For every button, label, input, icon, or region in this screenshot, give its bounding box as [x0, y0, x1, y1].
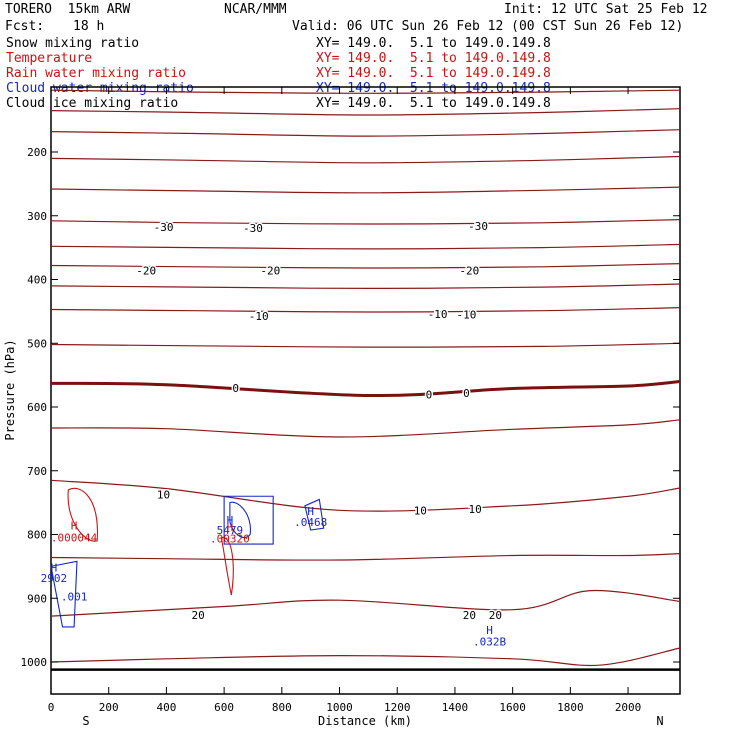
maximum-value: .001: [61, 590, 88, 603]
y-tick-label: 400: [27, 274, 47, 287]
north-label: N: [656, 714, 663, 728]
field-snow: Snow mixing ratio: [6, 36, 140, 51]
isotherm-m55: [50, 89, 681, 94]
contour-label: 20: [463, 609, 476, 622]
x-tick-label: 800: [272, 701, 292, 714]
x-tick-label: 1800: [557, 701, 584, 714]
contour-label: 20: [489, 609, 502, 622]
contour-label: -30: [243, 222, 263, 235]
contour-label: 10: [414, 504, 427, 517]
field-temperature: Temperature: [6, 51, 93, 66]
x-tick-label: 600: [214, 701, 234, 714]
contour-label: 10: [469, 503, 482, 516]
x-tick-label: 1600: [499, 701, 526, 714]
maximum-value: 2902: [41, 572, 68, 585]
isotherm-m25: [50, 243, 681, 250]
init-time: Init: 12 UTC Sat 25 Feb 12: [504, 2, 708, 17]
contour-label: -20: [136, 265, 156, 278]
x-tick-label: 1000: [326, 701, 353, 714]
y-tick-label: 800: [27, 529, 47, 542]
cloud-water-contour-d: [50, 560, 78, 628]
contour-label: -10: [428, 308, 448, 321]
rain-water-contour-b: [220, 537, 234, 596]
isotherm-0: [50, 380, 681, 398]
plot-frame: [50, 86, 681, 695]
cloud-water-contour-b: [229, 501, 251, 539]
maximum-value: .0468: [294, 516, 327, 529]
contour-label: 20: [192, 609, 205, 622]
maximum-marker: H: [227, 514, 234, 527]
cloud-water-contour-a: [223, 495, 274, 545]
isotherm-15: [50, 553, 681, 561]
rain-water-contour-a: [67, 487, 98, 542]
isotherm-m30: [50, 219, 681, 225]
contour-label: 0: [463, 387, 470, 400]
isotherm-25: [50, 647, 681, 667]
x-tick-label: 1400: [442, 701, 469, 714]
contour-label: -10: [249, 310, 269, 323]
maximum-marker: H: [486, 624, 493, 637]
y-tick-label: 700: [27, 465, 47, 478]
x-tick-label: 400: [156, 701, 176, 714]
y-tick-label: 900: [27, 592, 47, 605]
maximum-marker: H: [71, 520, 78, 533]
isotherm-m50: [50, 108, 681, 116]
y-tick-label: 1000: [21, 656, 48, 669]
x-tick-label: 0: [48, 701, 55, 714]
xy-cloud-ice: XY= 149.0. 5.1 to 149.0.149.8: [316, 96, 551, 111]
contour-label: 0: [232, 382, 239, 395]
isotherm-m20: [50, 263, 681, 269]
maximum-value: .00320: [210, 532, 250, 545]
isotherm-m5: [50, 342, 681, 348]
maximum-value: .000044: [51, 532, 98, 545]
cloud-water-contour-c: [304, 498, 325, 531]
forecast-hour: 18 h: [73, 19, 105, 34]
maximum-marker: H: [51, 562, 58, 575]
x-tick-label: 1200: [384, 701, 411, 714]
y-tick-label: 200: [27, 146, 47, 159]
south-label: S: [82, 714, 89, 728]
org-label: NCAR/MMM: [224, 2, 287, 17]
x-tick-label: 200: [99, 701, 119, 714]
isotherm-m35: [50, 186, 681, 194]
maximum-marker: H: [227, 521, 234, 534]
maximum-marker: H: [307, 505, 314, 518]
xy-temperature: XY= 149.0. 5.1 to 149.0.149.8: [316, 51, 551, 66]
maximum-value: 5479: [217, 524, 244, 537]
contour-label: -10: [457, 309, 477, 322]
y-axis-label: Pressure (hPa): [3, 339, 17, 440]
xy-rain: XY= 149.0. 5.1 to 149.0.149.8: [316, 66, 551, 81]
valid-time: Valid: 06 UTC Sun 26 Feb 12 (00 CST Sun …: [292, 19, 684, 34]
y-tick-label: 500: [27, 337, 47, 350]
y-tick-label: 600: [27, 401, 47, 414]
contour-label: -20: [260, 265, 280, 278]
x-axis-label: Distance (km): [318, 714, 412, 728]
contour-label: -20: [459, 265, 479, 278]
forecast-label: Fcst:: [5, 19, 45, 34]
isotherm-10: [50, 479, 681, 512]
contour-label: -30: [154, 221, 174, 234]
contour-label: 10: [157, 488, 170, 501]
maximum-value: .032B: [473, 636, 506, 649]
isotherm-5: [50, 419, 681, 438]
isotherm-m10: [50, 307, 681, 313]
field-rain: Rain water mixing ratio: [6, 66, 187, 81]
x-tick-label: 2000: [615, 701, 642, 714]
y-tick-label: 300: [27, 210, 47, 223]
isotherm-20: [50, 589, 681, 617]
isotherm-m45: [50, 129, 681, 137]
model-title: TORERO 15km ARW: [5, 2, 131, 17]
isotherm-m40: [50, 155, 681, 164]
contour-label: -30: [468, 220, 488, 233]
field-cloud-ice: Cloud ice mixing ratio: [6, 96, 179, 111]
xy-snow: XY= 149.0. 5.1 to 149.0.149.8: [316, 36, 551, 51]
isotherm-m15: [50, 283, 681, 290]
contour-label: 0: [426, 388, 433, 401]
